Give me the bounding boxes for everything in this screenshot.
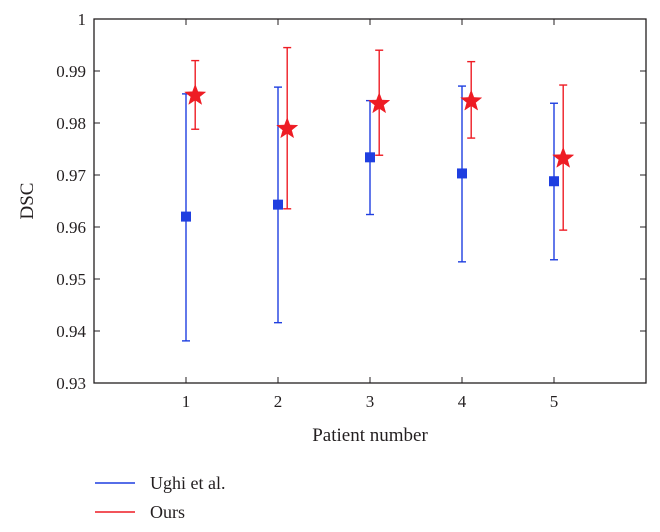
data-point-ours bbox=[552, 146, 575, 168]
y-tick-label: 1 bbox=[78, 10, 87, 29]
y-tick-label: 0.96 bbox=[56, 218, 86, 237]
y-tick-label: 0.93 bbox=[56, 374, 86, 393]
x-tick-label: 5 bbox=[550, 392, 559, 411]
x-axis-label: Patient number bbox=[312, 425, 428, 446]
y-tick-label: 0.97 bbox=[56, 166, 86, 185]
legend-label-ours: Ours bbox=[150, 502, 185, 522]
x-tick-label: 2 bbox=[274, 392, 283, 411]
legend: Ughi et al. Ours bbox=[95, 473, 225, 522]
data-point-ughi bbox=[365, 152, 375, 163]
data-point-ours bbox=[276, 117, 299, 139]
y-tick-label: 0.95 bbox=[56, 270, 86, 289]
data-point-ours bbox=[184, 83, 207, 105]
y-tick-label: 0.99 bbox=[56, 62, 86, 81]
data-point-ughi bbox=[181, 211, 191, 222]
y-tick-label: 0.94 bbox=[56, 322, 86, 341]
data-point-ughi bbox=[273, 199, 283, 210]
data-point-ughi bbox=[457, 168, 467, 179]
data-point-ours bbox=[460, 89, 483, 111]
legend-label-ughi: Ughi et al. bbox=[150, 473, 225, 493]
x-tick-label: 4 bbox=[458, 392, 467, 411]
plot-area: 0.93 0.94 0.95 0.96 0.97 0.98 0.99 1 1 2 3 4 5 bbox=[56, 10, 647, 411]
y-axis-label: DSC bbox=[17, 183, 38, 220]
data-point-ughi bbox=[549, 176, 559, 187]
x-tick-label: 1 bbox=[182, 392, 191, 411]
x-tick-label: 3 bbox=[366, 392, 375, 411]
y-tick-label: 0.98 bbox=[56, 114, 86, 133]
data-point-ours bbox=[368, 92, 391, 114]
